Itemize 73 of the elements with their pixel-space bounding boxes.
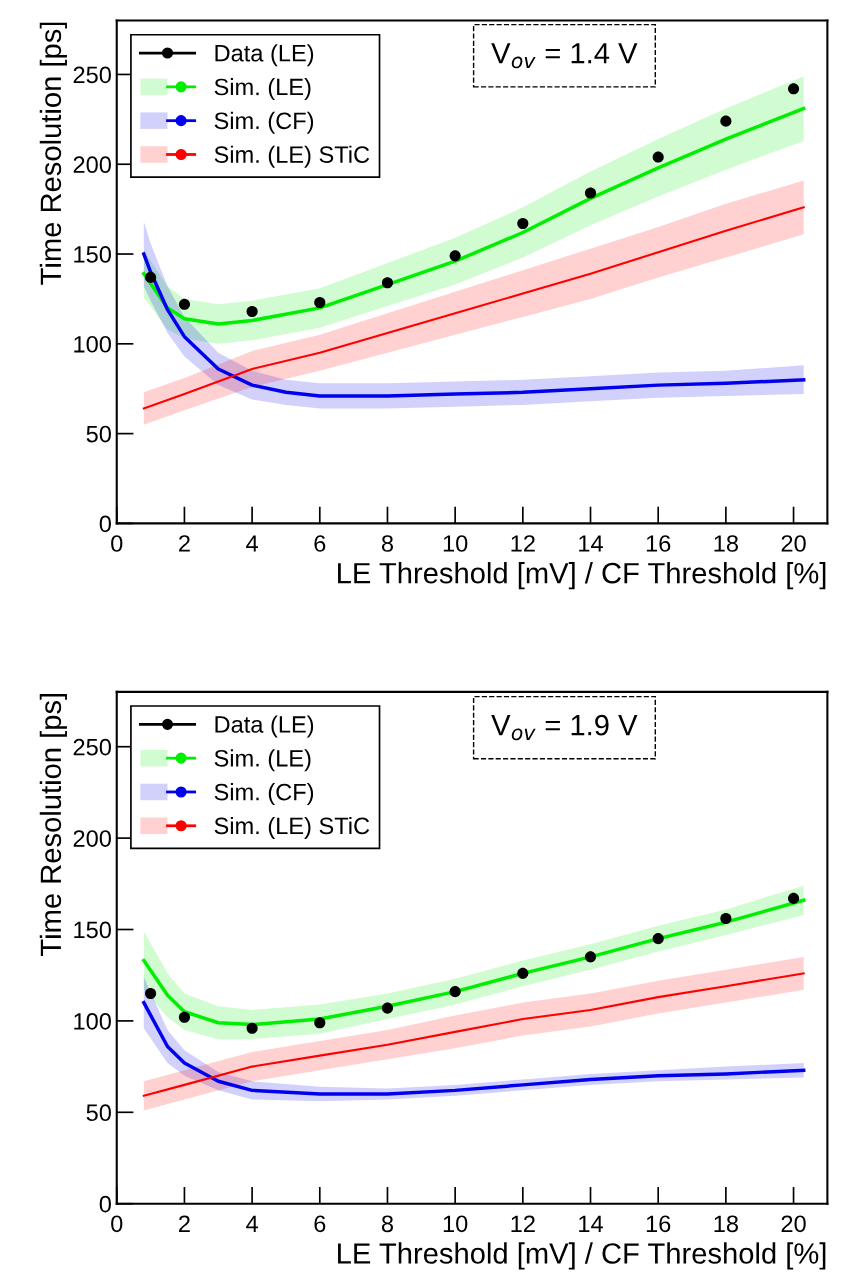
point (145, 271, 157, 283)
x-tick-label: 10 (443, 535, 468, 552)
point (720, 912, 732, 925)
x-tick-label: 18 (714, 535, 738, 552)
y-tick-label: 50 (86, 1104, 111, 1122)
x-tick-label: 14 (579, 1215, 603, 1232)
point (314, 1017, 326, 1029)
x-tick-label: 6 (314, 535, 326, 552)
x-tick-label: 16 (646, 1215, 671, 1233)
point (584, 187, 597, 199)
x-tick-label: 12 (511, 1215, 535, 1232)
point (381, 1002, 394, 1014)
y-tick-label: 100 (74, 335, 111, 353)
y-axis-title: Time Resolution [ps] (39, 22, 67, 285)
line-series (142, 252, 806, 398)
x-tick-label: 18 (714, 1215, 738, 1233)
x-tick-label: 4 (246, 535, 258, 552)
point (652, 933, 664, 945)
line-series (142, 1000, 806, 1096)
point (246, 1022, 258, 1034)
x-axis-title: LE Threshold [mV] / CF Threshold [%] (338, 1242, 826, 1270)
y-tick-label: 0 (99, 1195, 111, 1213)
point (381, 277, 394, 289)
y-tick-label: 200 (73, 156, 111, 174)
y-tick-label: 50 (86, 425, 111, 443)
point (787, 892, 800, 904)
y-tick-label: 200 (73, 830, 111, 847)
point (720, 115, 732, 127)
legend-label: Sim. (LE) STiC (214, 145, 370, 168)
point (449, 986, 461, 998)
point (178, 298, 190, 310)
y-tick-label: 250 (73, 738, 111, 756)
x-tick-label: 8 (381, 1215, 394, 1233)
annotation: V$_{ov}$ = 1.4 V (491, 43, 638, 69)
x-tick-label: 16 (646, 535, 671, 552)
legend-label: Sim. (LE) (214, 78, 311, 100)
y-tick-label: 250 (73, 66, 111, 84)
point (517, 217, 529, 230)
y-tick-label: 150 (74, 246, 111, 263)
x-tick-label: 2 (179, 1215, 190, 1232)
legend-label: Sim. (CF) (214, 111, 314, 134)
point (517, 967, 529, 979)
x-tick-label: 2 (179, 535, 190, 552)
x-tick-label: 8 (381, 535, 394, 552)
point (787, 83, 800, 95)
y-axis-title: Time Resolution [ps] (39, 693, 67, 956)
y-tick-label: 100 (74, 1012, 111, 1030)
legend-label: Data (LE) (215, 715, 314, 738)
legend-label: Sim. (LE) (214, 749, 311, 772)
x-tick-label: 0 (111, 535, 123, 552)
y-tick-label: 150 (74, 921, 111, 939)
point (449, 250, 461, 262)
legend-label: Sim. (LE) STiC (214, 816, 370, 839)
x-tick-label: 4 (246, 1215, 258, 1232)
point (246, 305, 258, 318)
x-tick-label: 10 (443, 1215, 468, 1233)
point (178, 1011, 190, 1023)
point (314, 296, 326, 309)
x-tick-label: 0 (111, 1215, 123, 1233)
x-tick-label: 20 (781, 535, 806, 552)
legend-label: Sim. (CF) (214, 783, 314, 806)
line-series (142, 106, 806, 326)
legend-label: Data (LE) (215, 44, 314, 67)
point (145, 987, 157, 1000)
annotation: V$_{ov}$ = 1.9 V (491, 714, 638, 741)
y-tick-label: 0 (99, 515, 111, 533)
point (584, 951, 597, 963)
x-tick-label: 20 (781, 1215, 806, 1233)
x-tick-label: 14 (579, 535, 603, 552)
x-tick-label: 12 (511, 535, 535, 552)
point (652, 151, 664, 163)
x-tick-label: 6 (314, 1215, 326, 1233)
x-axis-title: LE Threshold [mV] / CF Threshold [%] (338, 562, 826, 590)
